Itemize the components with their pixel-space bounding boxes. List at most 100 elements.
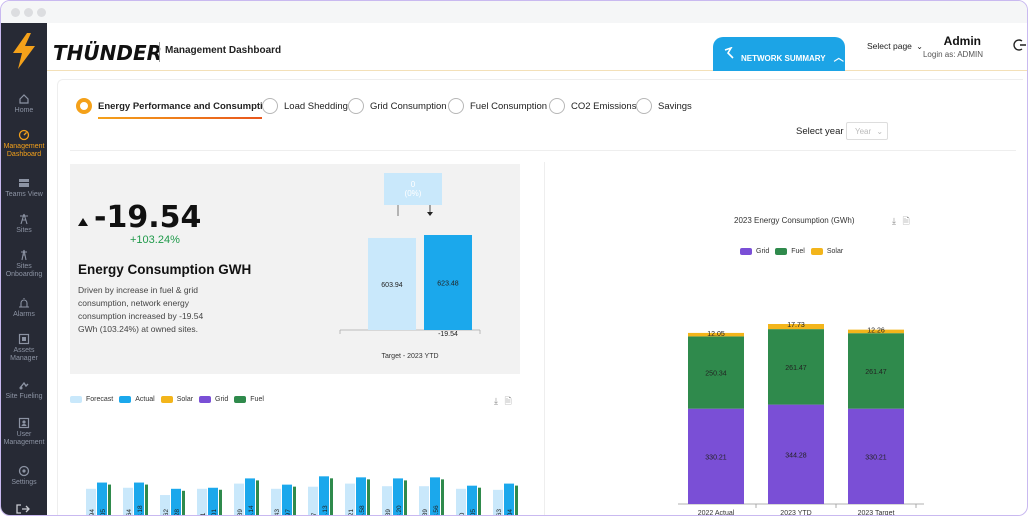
tab-savings[interactable]: Savings [636,98,692,114]
sidebar-item-home[interactable]: Home [1,93,47,115]
window-dot[interactable] [37,8,46,17]
annotation-percent: (0%) [405,189,422,198]
tab-grid-consumption[interactable]: Grid Consumption [348,98,447,114]
fuel-bar [108,484,111,515]
bar-segment [848,329,904,334]
radio-icon [636,98,652,114]
teams-icon [19,179,29,187]
fuel-bar [293,486,296,515]
forecast-bar [197,488,207,515]
document-icon[interactable]: 🗎 [504,396,512,406]
forecast-value-label: .89 [237,509,244,516]
settings-icon [18,465,30,477]
users-icon [18,417,30,429]
sidebar-item-teams-view[interactable]: Teams View [1,177,47,199]
tab-co2-emissions[interactable]: CO2 Emissions [549,98,636,114]
fuel-bar [219,489,222,515]
document-icon[interactable]: 🗎 [902,216,910,226]
select-year-label: Select year [796,126,844,137]
radio-icon [76,98,92,114]
forecast-value-label: .1 [200,512,207,516]
sidebar-item-site-fueling[interactable]: Site Fueling [1,379,47,401]
bar-segment [768,329,824,405]
legend-swatch [160,396,173,403]
year-select[interactable]: Year ⌄ [846,122,888,140]
actual-value-label: 3.56 [433,505,440,516]
bar [424,235,472,330]
window-dot[interactable] [11,8,20,17]
sidebar-item-user-management[interactable]: User Management [1,417,47,447]
sidebar-item-management-dashboard[interactable]: Management Dashboard [1,129,47,159]
segment-value-label: 12.26 [867,328,885,335]
network-summary-button[interactable]: NETWORK SUMMARY ︿ [713,37,845,71]
tab-label: Energy Performance and Consumption [98,100,275,112]
window-dot[interactable] [24,8,33,17]
top-header: THÜNDER Management Dashboard NETWORK SUM… [47,23,1027,71]
user-name: Admin [943,34,981,48]
segment-value-label: 17.73 [787,322,805,329]
radio-icon [448,98,464,114]
fuel-bar [330,478,333,515]
sidebar-item-label: Alarms [13,311,35,318]
tab-fuel-consumption[interactable]: Fuel Consumption [448,98,547,114]
brand-divider [159,42,160,62]
legend-swatch [70,396,82,403]
forecast-bar [308,486,318,515]
network-summary-label: NETWORK SUMMARY [741,54,826,63]
sidebar-item-sites-onboarding[interactable]: Sites Onboarding [1,249,47,279]
forecast-bar [123,487,133,515]
x-axis-label: Target - 2023 YTD [381,353,438,360]
sidebar-item-label: Assets Manager [10,347,38,362]
tower-icon [20,213,28,225]
sidebar-item-assets-manager[interactable]: Assets Manager [1,333,47,363]
thunder-logo-icon[interactable] [9,33,39,69]
actual-value-label: .01 [211,509,218,516]
year-placeholder: Year [855,127,872,136]
assets-icon [18,333,30,345]
bar-segment [688,336,744,409]
download-icon[interactable]: ⤓ [494,396,498,406]
forecast-value-label: .39 [385,509,392,516]
fuel-bar [515,485,518,515]
tab-label: Grid Consumption [370,100,447,112]
fuel-bar [404,480,407,515]
logout-sidebar-icon[interactable] [15,503,31,515]
bar-segment [688,332,744,337]
fuel-bar [441,479,444,515]
segment-value-label: 330.21 [865,454,887,461]
forecast-value-label: .7 [311,512,318,516]
actual-bar [171,488,181,515]
actual-bar [134,482,144,515]
logout-icon[interactable] [1013,38,1027,52]
sidebar-item-label: Sites Onboarding [5,263,43,278]
sidebar-item-label: Settings [11,479,37,486]
legend-swatch [810,248,823,255]
sidebar-item-settings[interactable]: Settings [1,465,47,487]
select-page-dropdown[interactable]: Select page ⌄ [867,41,923,51]
download-icon[interactable]: ⤓ [892,216,896,226]
segment-value-label: 330.21 [705,454,727,461]
sidebar-item-alarms[interactable]: Alarms [1,297,47,319]
x-tick-label: 2023 Target [858,510,895,516]
bar-segment [768,404,824,504]
fuel-icon [19,381,29,390]
legend-swatch [234,396,247,403]
sidebar-item-sites[interactable]: Sites [1,213,47,235]
actual-bar [208,487,218,515]
window-titlebar [1,1,1027,23]
monthly-chart-legend: Forecast Actual Solar Grid Fuel [70,396,264,403]
legend-swatch [119,396,132,403]
radio-icon [549,98,565,114]
x-tick-label: 2023 YTD [780,510,811,516]
section-divider [70,150,1016,151]
x-tick-label: 2022 Actual [698,510,735,516]
brand-logo[interactable]: THÜNDER [53,41,163,65]
tab-energy-performance[interactable]: Energy Performance and Consumption [76,98,274,114]
sidebar-item-label: Management Dashboard [3,143,45,158]
fuel-bar [478,487,481,515]
difference-label: -19.54 [438,331,458,338]
home-icon [19,94,29,104]
tab-load-shedding[interactable]: Load Shedding [262,98,348,114]
legend-label: Forecast [86,396,114,403]
bar-group: .94 .05 .64 3.18 .62 .28 .1 .01 .89 5.14 .43 .97 .7 4… [86,476,518,516]
